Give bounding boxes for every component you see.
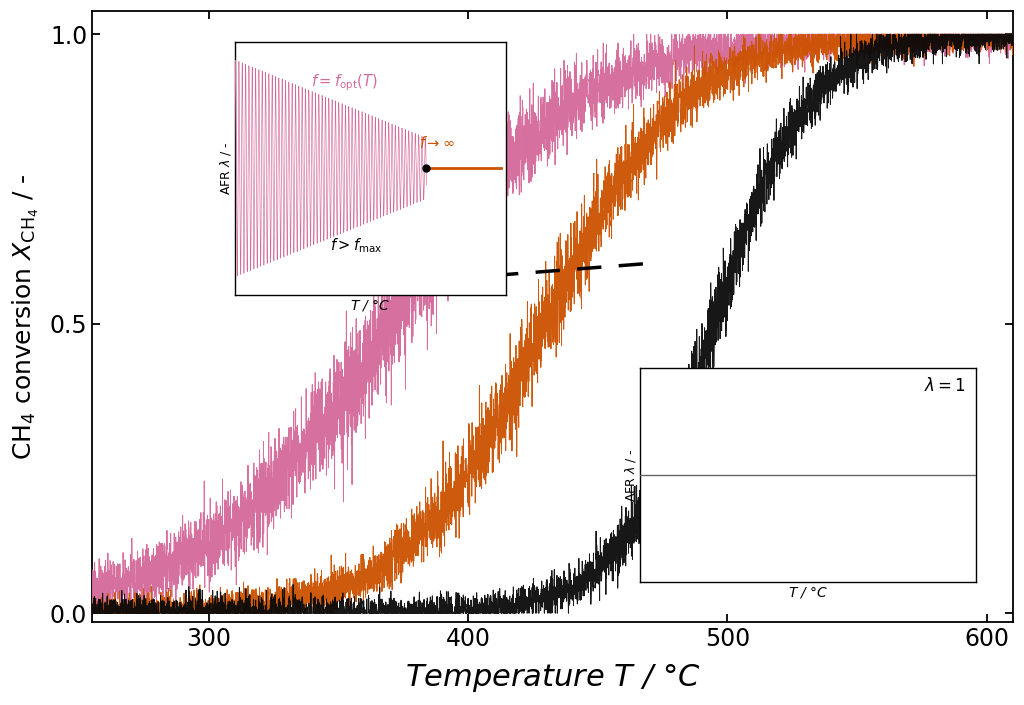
X-axis label: Temperature $T$ / °C: Temperature $T$ / °C [404,662,700,694]
Y-axis label: CH$_4$ conversion $X_{\mathrm{CH_4}}$ / -: CH$_4$ conversion $X_{\mathrm{CH_4}}$ / … [11,173,41,460]
